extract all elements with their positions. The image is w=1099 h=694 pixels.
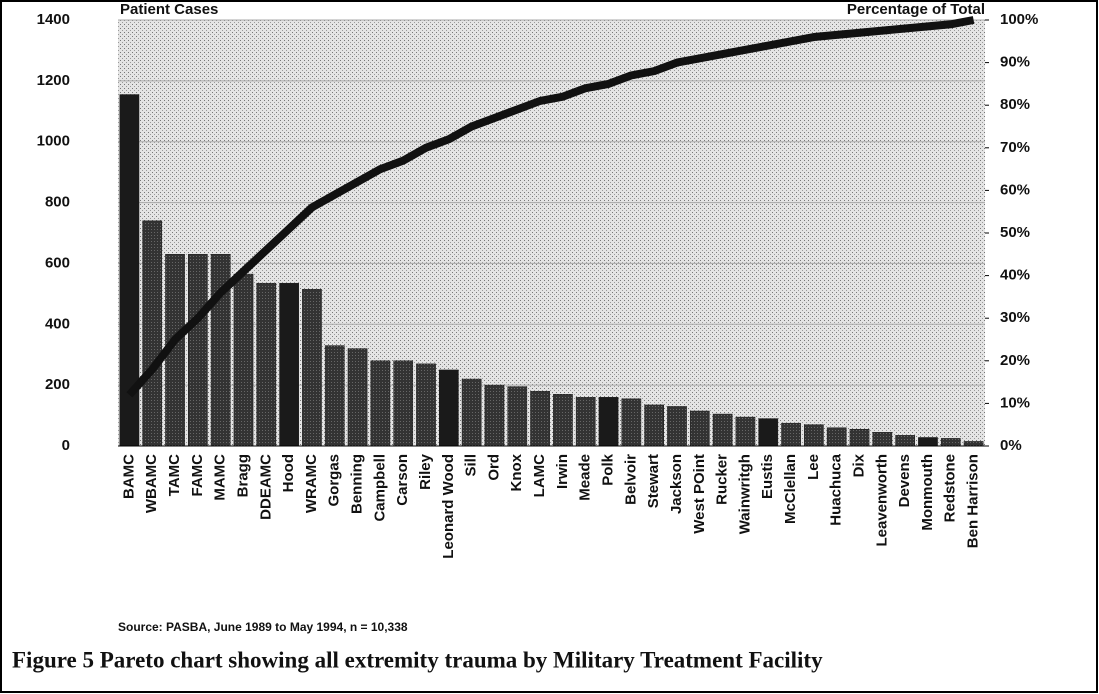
y2-tick-label: 60% xyxy=(1000,181,1030,198)
x-tick-label: Stewart xyxy=(645,454,662,508)
y-axis-title: Patient Cases xyxy=(120,1,218,18)
x-tick-label: Leonard Wood xyxy=(440,454,457,559)
bar xyxy=(347,348,368,447)
bar xyxy=(849,429,870,447)
y2-tick-label: 10% xyxy=(1000,394,1030,411)
caption: Figure 5 Pareto chart showing all extrem… xyxy=(12,647,823,672)
bar xyxy=(918,437,938,447)
bar xyxy=(302,289,322,447)
bar xyxy=(712,413,733,447)
bar xyxy=(689,410,710,447)
bar xyxy=(553,394,573,447)
y2-tick-label: 20% xyxy=(1000,352,1030,369)
x-tick-label: McClellan xyxy=(782,454,799,524)
y2-tick-label: 70% xyxy=(1000,139,1030,156)
bar xyxy=(324,345,345,447)
bar xyxy=(621,398,642,447)
bar xyxy=(279,282,299,447)
bar xyxy=(895,435,915,447)
bar xyxy=(667,406,687,447)
x-tick-label: Ord xyxy=(485,454,502,481)
y-tick-label: 1400 xyxy=(37,11,70,28)
bar xyxy=(416,363,436,447)
x-tick-label: Benning xyxy=(349,454,366,514)
x-tick-label: Wainwritgh xyxy=(736,454,753,534)
bar xyxy=(188,254,208,447)
x-tick-label: Devens xyxy=(896,454,913,507)
bar xyxy=(781,422,801,447)
x-tick-label: West POint xyxy=(691,454,708,534)
y2-tick-label: 80% xyxy=(1000,96,1030,113)
bar xyxy=(735,416,756,447)
x-tick-label: DDEAMC xyxy=(257,454,274,520)
y-tick-label: 800 xyxy=(45,194,70,211)
y2-tick-label: 90% xyxy=(1000,54,1030,71)
x-tick-label: Bragg xyxy=(234,454,251,497)
cumulative-line xyxy=(126,16,975,398)
x-tick-label: Carson xyxy=(394,454,411,506)
bar xyxy=(393,360,414,447)
x-tick-label: Monmouth xyxy=(919,454,936,531)
bar xyxy=(963,441,984,447)
x-tick-label: LAMC xyxy=(531,454,548,497)
bar xyxy=(461,378,482,447)
x-tick-label: Hood xyxy=(280,454,297,492)
y-tick-label: 1000 xyxy=(37,133,70,150)
y-tick-label: 1200 xyxy=(37,72,70,89)
x-tick-label: Jackson xyxy=(668,454,685,514)
x-tick-label: Irwin xyxy=(554,454,571,489)
x-tick-label: Belvoir xyxy=(622,454,639,505)
y2-tick-label: 0% xyxy=(1000,437,1022,454)
y2-tick-label: 30% xyxy=(1000,309,1030,326)
x-tick-label: Leavenworth xyxy=(873,454,890,547)
y-tick-label: 0 xyxy=(62,437,70,454)
bar xyxy=(598,397,619,447)
y2-tick-label: 40% xyxy=(1000,267,1030,284)
x-tick-label: Eustis xyxy=(759,454,776,499)
bar xyxy=(575,397,596,447)
x-tick-label: Gorgas xyxy=(326,454,343,507)
x-tick-label: Sill xyxy=(463,454,480,477)
y2-tick-label: 100% xyxy=(1000,11,1038,28)
bar xyxy=(507,386,528,447)
x-tick-label: Rucker xyxy=(714,454,731,505)
x-tick-label: TAMC xyxy=(166,454,183,496)
x-tick-label: Polk xyxy=(600,453,617,485)
bar xyxy=(758,418,779,447)
x-tick-label: Knox xyxy=(508,453,525,491)
y-tick-label: 400 xyxy=(45,315,70,332)
x-tick-label: BAMC xyxy=(120,454,137,499)
x-tick-label: Redstone xyxy=(942,454,959,522)
bar xyxy=(940,438,961,447)
bar xyxy=(804,424,824,447)
x-tick-label: FAMC xyxy=(189,454,206,497)
source-note: Source: PASBA, June 1989 to May 1994, n … xyxy=(118,620,408,634)
bar xyxy=(370,360,391,447)
bar xyxy=(826,427,847,447)
bar xyxy=(233,273,254,447)
x-tick-label: Lee xyxy=(805,454,822,480)
bar xyxy=(142,220,163,447)
y2-tick-label: 50% xyxy=(1000,224,1030,241)
x-tick-label: Riley xyxy=(417,453,434,490)
bar xyxy=(484,384,505,447)
x-tick-label: WRAMC xyxy=(303,454,320,513)
y-tick-label: 200 xyxy=(45,376,70,393)
x-tick-label: Campbell xyxy=(371,454,388,522)
x-tick-label: Huachuca xyxy=(828,453,845,525)
bar xyxy=(530,390,550,447)
bar xyxy=(256,282,277,447)
bar xyxy=(872,432,893,447)
x-tick-label: Meade xyxy=(577,454,594,501)
bar xyxy=(644,404,665,447)
y-tick-label: 600 xyxy=(45,254,70,271)
x-tick-label: Dix xyxy=(850,453,867,477)
bar xyxy=(438,369,459,447)
x-tick-label: WBAMC xyxy=(143,454,160,513)
y2-axis-title: Percentage of Total xyxy=(847,1,985,18)
x-tick-label: MAMC xyxy=(212,454,229,501)
x-tick-label: Ben Harrison xyxy=(965,454,982,548)
